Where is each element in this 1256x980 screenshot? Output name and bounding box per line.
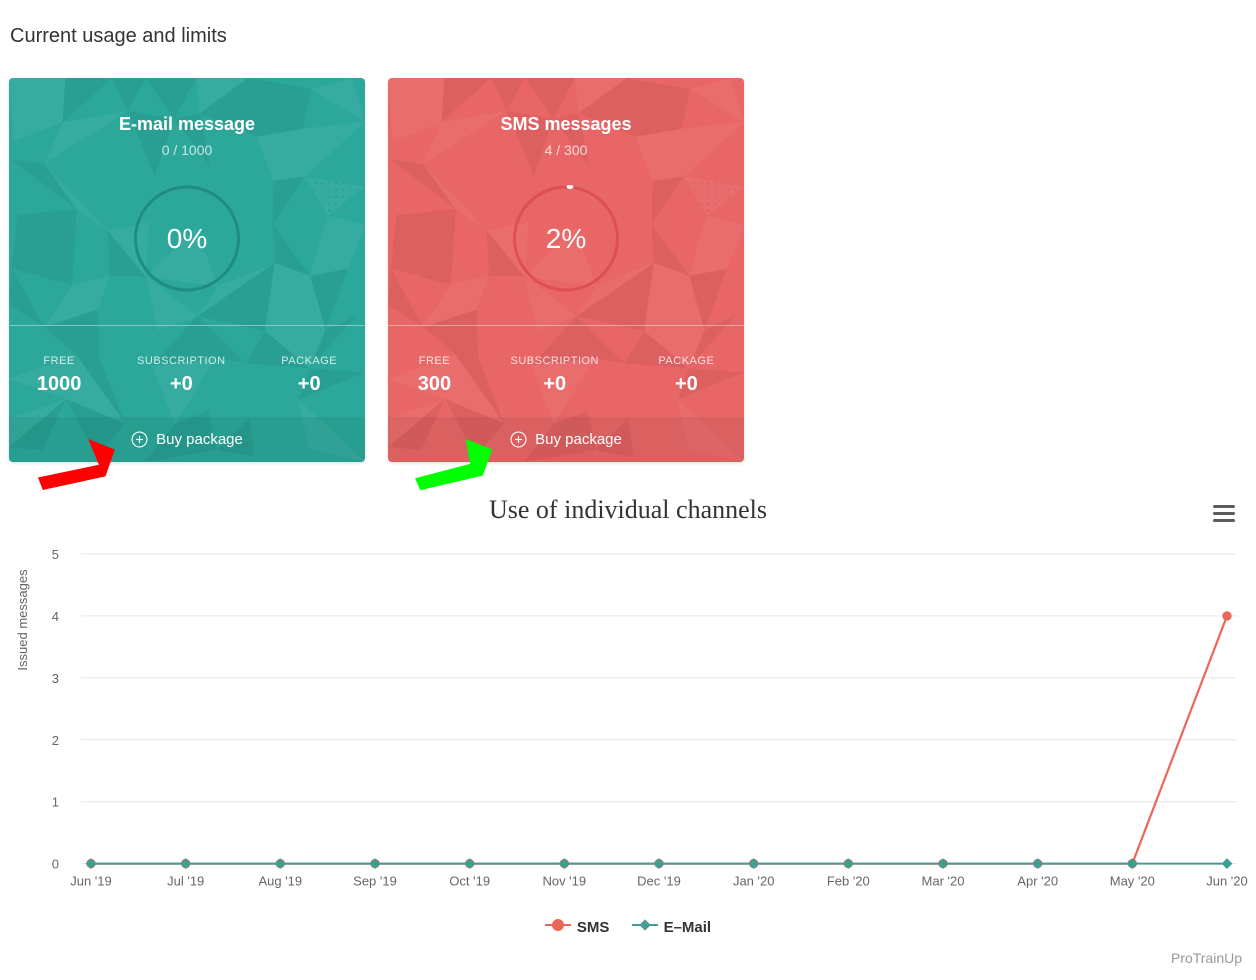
svg-text:May '20: May '20: [1110, 874, 1155, 889]
svg-text:Sep '19: Sep '19: [353, 874, 397, 889]
svg-text:3: 3: [52, 671, 59, 686]
svg-text:4: 4: [52, 609, 59, 624]
svg-text:Dec '19: Dec '19: [637, 874, 681, 889]
svg-text:Feb '20: Feb '20: [827, 874, 870, 889]
svg-text:5: 5: [52, 547, 59, 562]
svg-text:0: 0: [52, 857, 59, 872]
svg-text:2: 2: [52, 733, 59, 748]
svg-text:Jan '20: Jan '20: [733, 874, 775, 889]
svg-text:1: 1: [52, 795, 59, 810]
svg-text:Apr '20: Apr '20: [1017, 874, 1058, 889]
svg-text:Jun '20: Jun '20: [1206, 874, 1248, 889]
svg-text:Aug '19: Aug '19: [258, 874, 302, 889]
svg-text:Oct '19: Oct '19: [449, 874, 490, 889]
svg-text:Jul '19: Jul '19: [167, 874, 204, 889]
svg-text:Mar '20: Mar '20: [922, 874, 965, 889]
svg-text:Jun '19: Jun '19: [70, 874, 112, 889]
svg-text:Nov '19: Nov '19: [542, 874, 586, 889]
